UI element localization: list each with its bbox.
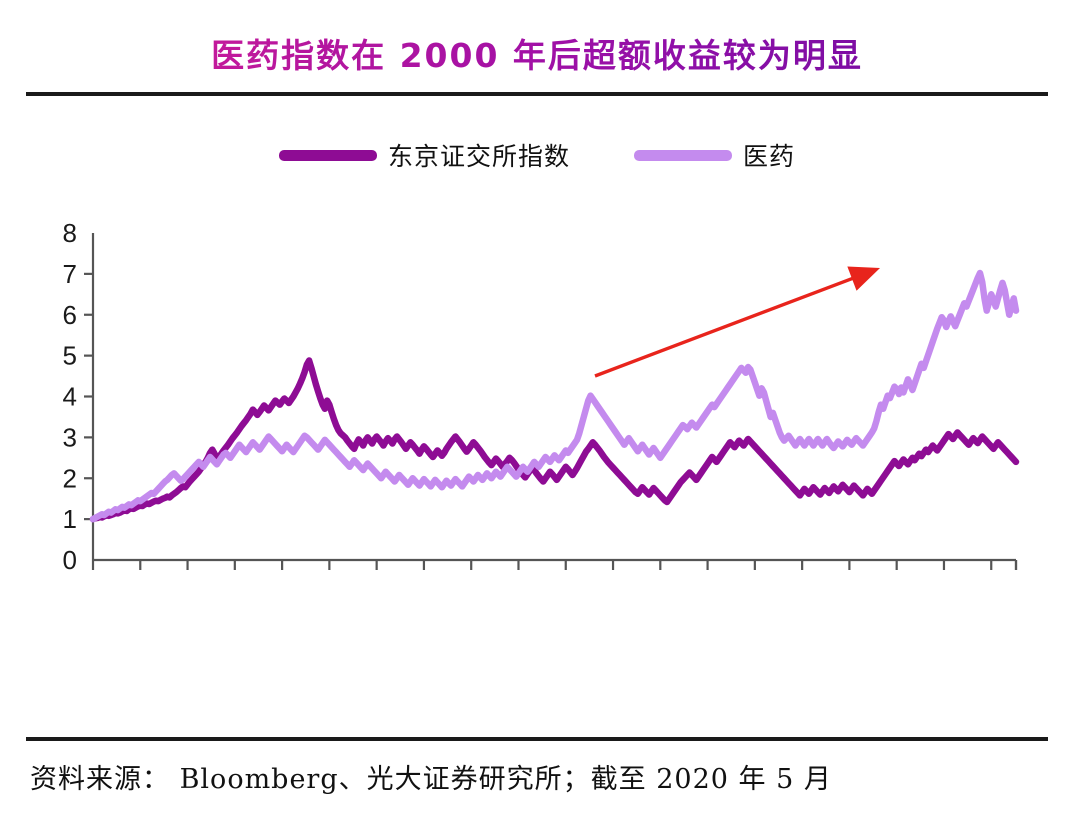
series-line-topix — [89, 357, 1020, 523]
trend-arrow — [594, 266, 880, 378]
y-tick-label: 6 — [63, 300, 77, 330]
series-line-pharma — [89, 269, 1020, 523]
series-group — [89, 269, 1020, 523]
legend-swatch-topix — [278, 149, 377, 161]
legend-label-topix: 东京证交所指数 — [387, 142, 570, 171]
y-tick-label: 4 — [63, 382, 77, 412]
legend-label-pharma: 医药 — [743, 142, 796, 171]
y-tick-label: 3 — [63, 422, 77, 452]
arrow-shaft — [594, 274, 861, 378]
chart-plot-area: 0 1 2 3 4 5 6 7 8 1983/011984/101986/071988/0419… — [0, 200, 1074, 580]
y-tick-label: 2 — [63, 463, 77, 493]
divider-bottom — [26, 737, 1048, 741]
source-footer: 资料来源： Bloomberg、光大证券研究所；截至 2020 年 5 月 — [30, 748, 1040, 804]
legend-item-topix[interactable]: 东京证交所指数 — [278, 137, 570, 173]
title-container: 医药指数在 2000 年后超额收益较为明显 — [0, 22, 1074, 84]
y-axis: 0 1 2 3 4 5 6 7 8 — [63, 218, 95, 575]
line-chart: 0 1 2 3 4 5 6 7 8 1983/011984/101986/071988/0419… — [63, 218, 1020, 575]
y-tick-label: 5 — [63, 341, 77, 371]
legend-item-pharma[interactable]: 医药 — [634, 137, 795, 173]
divider-top — [26, 92, 1048, 96]
y-tick-label: 7 — [63, 259, 77, 289]
watermark — [1031, 723, 1038, 738]
x-axis: 1983/011984/101986/071988/041990/011991/… — [91, 558, 1018, 570]
page-title: 医药指数在 2000 年后超额收益较为明显 — [211, 29, 863, 77]
arrow-head — [847, 266, 880, 291]
y-tick-label: 0 — [63, 545, 77, 575]
chart-legend: 东京证交所指数 医药 — [0, 133, 1074, 177]
legend-swatch-pharma — [634, 149, 732, 161]
source-text: 资料来源： Bloomberg、光大证券研究所；截至 2020 年 5 月 — [30, 763, 832, 795]
y-tick-label: 8 — [63, 218, 77, 248]
y-tick-label: 1 — [63, 504, 77, 534]
